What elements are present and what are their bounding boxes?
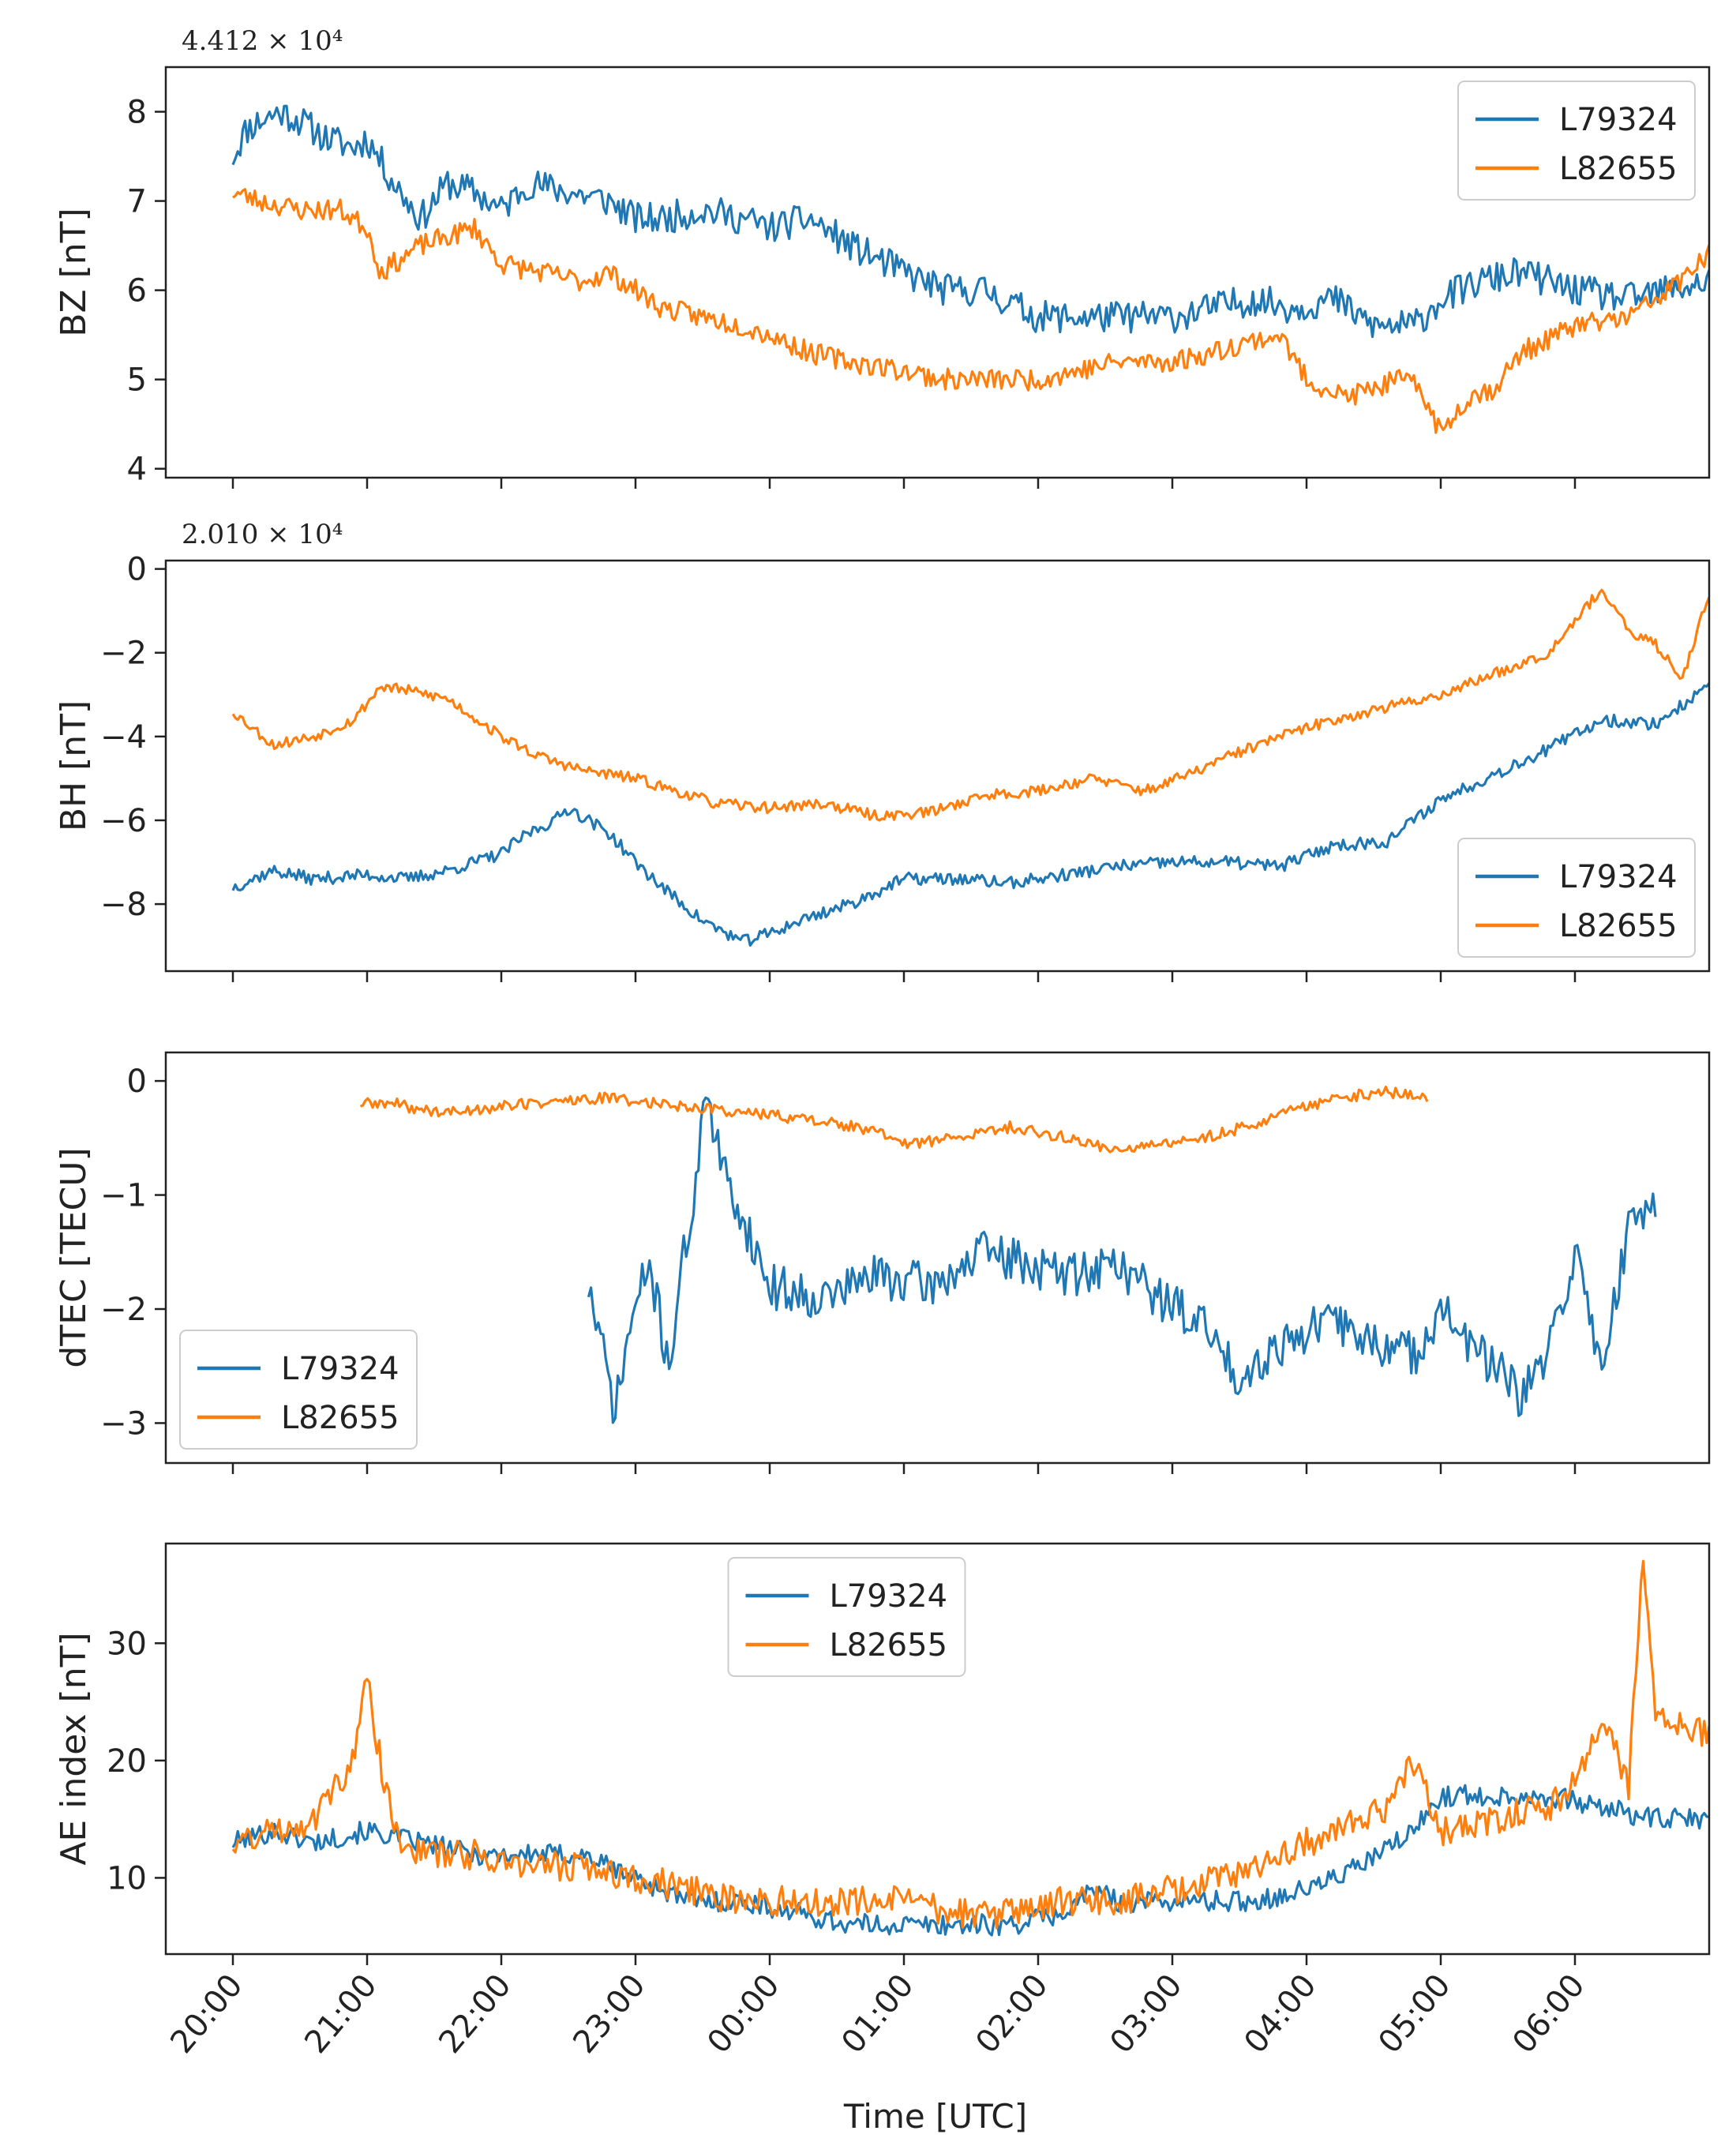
bh-legend-label-l82655: L82655 [1559,908,1678,944]
bh-ytick-label: 0 [127,552,147,588]
bz-legend-label-l79324: L79324 [1559,102,1678,138]
dtec-ylabel: dTEC [TECU] [54,1147,94,1367]
xtick-label: 00:00 [700,1968,786,2061]
bh-ytick-label: −8 [100,887,147,923]
xtick-label: 01:00 [834,1968,920,2061]
bh-ytick-label: −6 [100,803,147,839]
bh-series-l79324 [231,682,1709,947]
ae-series-l82655 [231,1559,1709,1930]
ae-ylabel: AE index [nT] [54,1632,94,1865]
bz-legend-label-l82655: L82655 [1559,151,1678,187]
ae-ytick-label: 30 [107,1626,147,1662]
bh-ytick-label: −4 [100,719,147,756]
bh-legend: L79324 L82655 [1457,838,1696,958]
bh-panel: 0 −2 −4 −6 −8 BH [nT] 2.010 × 10⁴ L79324 L82655 [54,519,1711,982]
bz-ytick-label: 5 [127,362,147,399]
bh-series-l82655 [231,588,1709,822]
ae-panel: 10 20 30 AE index [nT] L79324 L82655 [54,1542,1711,1965]
xtick-label: 02:00 [969,1968,1055,2061]
bh-frame [164,559,1711,973]
dtec-legend-box [179,1330,418,1450]
dtec-ytick-label: 0 [127,1063,147,1100]
xtick-label: 03:00 [1103,1968,1189,2061]
dtec-ytick-label: −1 [100,1178,147,1214]
ae-legend: L79324 L82655 [727,1557,966,1677]
xtick-label: 21:00 [298,1968,384,2061]
dtec-legend-label-l82655: L82655 [281,1400,399,1436]
ae-frame [164,1542,1711,1956]
bz-ytick-label: 7 [127,184,147,220]
bh-ylabel: BH [nT] [54,700,94,831]
bz-ylabel: BZ [nT] [54,208,94,336]
dtec-ytick-label: −2 [100,1292,147,1328]
bz-frame [164,66,1711,479]
ae-legend-box [727,1557,966,1677]
bz-panel: 4 5 6 7 8 BZ [nT] 4.412 × 10⁴ L79324 L82655 [54,25,1711,489]
ae-ytick-label: 10 [107,1860,147,1896]
xtick-label: 04:00 [1237,1968,1323,2061]
dtec-ytick-label: −3 [100,1405,147,1442]
bz-legend: L79324 L82655 [1457,81,1696,201]
xtick-label: 06:00 [1505,1968,1592,2061]
bz-ytick-label: 4 [127,452,147,488]
bz-ytick-label: 8 [127,95,147,131]
dtec-legend: L79324 L82655 [179,1330,418,1450]
bz-series-l82655 [232,188,1709,434]
shared-x-axis: 20:00 21:00 22:00 23:00 00:00 01:00 02:00 03:00… [163,1968,1592,2061]
xtick-label: 05:00 [1371,1968,1457,2061]
ae-legend-label-l79324: L79324 [830,1578,948,1615]
bh-legend-label-l79324: L79324 [1559,859,1678,895]
dtec-series-l82655 [359,1085,1429,1154]
dtec-series-l79324 [587,1096,1657,1424]
xtick-label: 23:00 [566,1968,652,2061]
bz-series-l79324 [231,104,1709,339]
ae-series-l79324 [231,1784,1709,1937]
bh-offset-label: 2.010 × 10⁴ [182,519,343,550]
ae-ytick-label: 20 [107,1743,147,1780]
ae-legend-label-l82655: L82655 [830,1627,948,1664]
bh-ytick-label: −2 [100,636,147,672]
dtec-legend-label-l79324: L79324 [281,1351,399,1387]
dtec-frame [164,1051,1711,1465]
bh-legend-box [1457,838,1696,958]
bz-legend-box [1457,81,1696,201]
dtec-panel: 0 −1 −2 −3 dTEC [TECU] L79324 L82655 [54,1051,1711,1474]
xtick-label: 22:00 [432,1968,518,2061]
bz-ytick-label: 6 [127,273,147,309]
x-axis-label: Time [UTC] [843,2097,1027,2136]
xtick-label: 20:00 [163,1968,249,2061]
bz-offset-label: 4.412 × 10⁴ [182,25,343,57]
